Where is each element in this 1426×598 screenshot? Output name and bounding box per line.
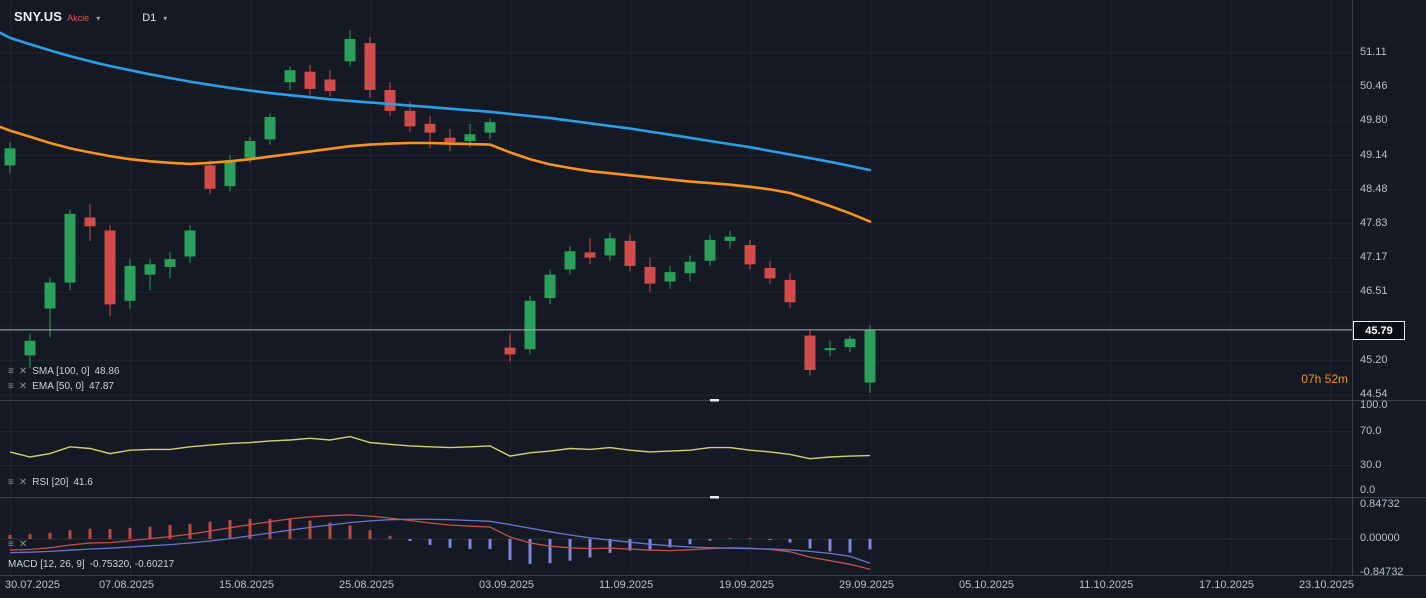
symbol-name: SNY.US (14, 9, 63, 24)
macd-tick-label: -0.84732 (1360, 566, 1404, 578)
instrument-header: SNY.US Akcie ▾ D1 ▾ (14, 9, 167, 24)
price-tick-label: 44.54 (1360, 388, 1388, 400)
symbol-selector[interactable]: SNY.US Akcie ▾ (14, 9, 100, 24)
price-tick-label: 50.46 (1360, 80, 1388, 92)
ema-indicator-row: ≡ ✕ EMA [50, 0] 47.87 (8, 381, 114, 392)
chevron-down-icon: ▾ (163, 14, 168, 23)
ema-value: 47.87 (88, 381, 114, 392)
macd-tick-label: 0.84732 (1360, 498, 1400, 510)
rsi-indicator-row: ≡ ✕ RSI [20] 41.6 (8, 477, 93, 488)
indicator-settings-icon[interactable]: ≡ (8, 476, 14, 488)
price-tick-label: 46.51 (1360, 285, 1388, 297)
price-tick-label: 47.83 (1360, 217, 1388, 229)
indicator-settings-icon[interactable]: ≡ (8, 380, 14, 392)
indicator-settings-icon[interactable]: ≡ (8, 539, 14, 550)
timeframe-label: D1 (142, 12, 157, 24)
date-label: 25.08.2025 (339, 579, 395, 591)
sma-label: SMA [100, 0] (32, 366, 90, 377)
price-tick-label: 51.11 (1360, 46, 1387, 58)
date-label: 11.09.2025 (599, 579, 654, 591)
price-tick-label: 48.48 (1360, 183, 1388, 195)
current-price-badge: 45.79 (1353, 321, 1405, 340)
price-tick-label: 45.20 (1360, 354, 1388, 366)
sma-value: 48.86 (94, 366, 120, 377)
instrument-type-label: Akcie (67, 13, 90, 23)
macd-value: -0.75320, -0.60217 (89, 559, 175, 570)
macd-tick-label: 0.00000 (1360, 532, 1400, 544)
indicator-settings-icon[interactable]: ≡ (8, 365, 14, 377)
macd-indicator-icons: ≡ ✕ (8, 540, 32, 550)
rsi-label: RSI [20] (32, 477, 69, 488)
time-axis[interactable]: 30.07.2025 07.08.2025 15.08.2025 25.08.2025… (0, 575, 1426, 598)
price-tick-label: 49.80 (1360, 114, 1388, 126)
date-label: 19.09.2025 (719, 579, 775, 591)
price-axis[interactable]: 51.11 50.46 49.80 49.14 48.48 47.83 47.17 46.51… (1352, 0, 1426, 578)
indicator-close-icon[interactable]: ✕ (18, 380, 28, 392)
rsi-tick-label: 70.0 (1360, 425, 1382, 437)
rsi-value: 41.6 (73, 477, 93, 488)
date-label: 07.08.2025 (99, 579, 155, 591)
price-tick-label: 47.17 (1360, 251, 1388, 263)
rsi-tick-label: 30.0 (1360, 459, 1382, 471)
chevron-down-icon: ▾ (96, 14, 101, 23)
macd-indicator-row: MACD [12, 26, 9] -0.75320, -0.60217 (8, 559, 174, 570)
timeframe-selector[interactable]: D1 ▾ (142, 12, 167, 24)
date-label: 11.10.2025 (1079, 579, 1134, 591)
date-label: 23.10.2025 (1299, 579, 1355, 591)
sma-indicator-row: ≡ ✕ SMA [100, 0] 48.86 (8, 366, 120, 377)
ema-label: EMA [50, 0] (32, 381, 84, 392)
date-label: 15.08.2025 (219, 579, 275, 591)
indicator-close-icon[interactable]: ✕ (18, 365, 28, 377)
date-label: 03.09.2025 (479, 579, 535, 591)
current-price-value: 45.79 (1365, 324, 1393, 337)
date-label: 29.09.2025 (839, 579, 895, 591)
session-countdown-label: 07h 52m (1301, 372, 1348, 386)
date-label: 17.10.2025 (1199, 579, 1255, 591)
rsi-tick-label: 0.0 (1360, 484, 1376, 496)
date-label: 30.07.2025 (5, 579, 61, 591)
indicator-close-icon[interactable]: ✕ (18, 476, 28, 488)
macd-label: MACD [12, 26, 9] (8, 559, 85, 570)
date-label: 05.10.2025 (959, 579, 1015, 591)
price-tick-label: 49.14 (1360, 149, 1388, 161)
indicator-close-icon[interactable]: ✕ (18, 539, 28, 550)
rsi-tick-label: 100.0 (1360, 399, 1388, 411)
